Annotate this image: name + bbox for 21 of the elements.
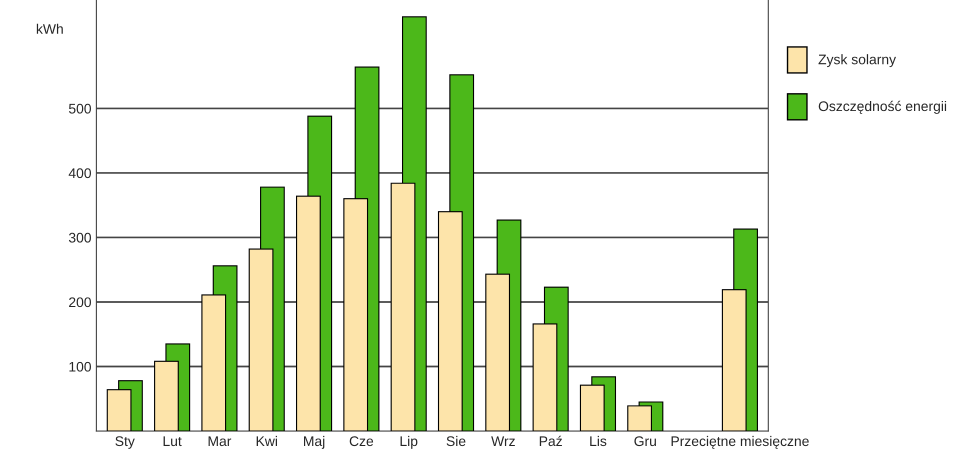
legend-label: Zysk solarny — [818, 54, 896, 68]
x-tick-label: Przeciętne miesięczne — [672, 436, 809, 449]
y-tick-label: 100 — [69, 362, 91, 372]
x-tick-label: Cze — [350, 436, 374, 446]
y-tick-label: 500 — [68, 104, 91, 114]
x-tick-label: Maj — [304, 436, 324, 449]
x-tick-label: Wrz — [491, 436, 515, 446]
x-tick-label: Lut — [164, 436, 182, 446]
legend-label: Oszczędność energii — [818, 100, 946, 114]
x-tick-label: Kwi — [256, 436, 277, 446]
y-tick-label: 400 — [68, 168, 91, 178]
x-tick-label: Mar — [208, 436, 232, 446]
x-tick-label: Sie — [446, 436, 466, 446]
x-tick-label: Paź — [540, 436, 562, 446]
x-tick-label: Sty — [115, 436, 135, 449]
y-tick-label: 300 — [68, 232, 91, 243]
x-tick-label: Lis — [590, 436, 606, 446]
y-tick-label: 200 — [69, 297, 91, 308]
x-tick-label: Lip — [400, 436, 418, 449]
x-tick-label: Gru — [634, 436, 656, 446]
y-axis-title: kWh — [36, 24, 63, 34]
